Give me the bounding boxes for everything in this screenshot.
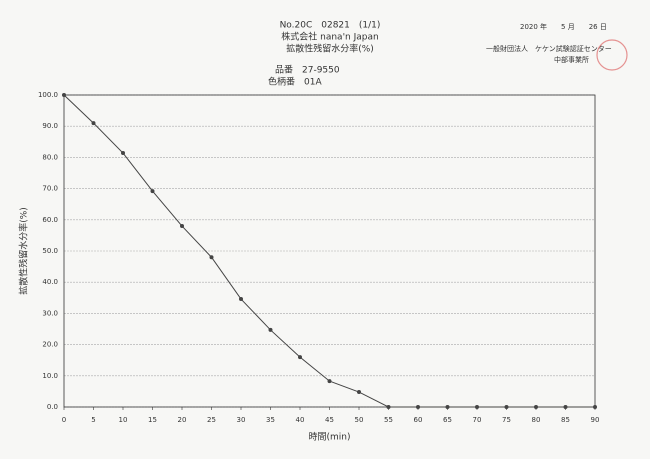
data-point bbox=[534, 405, 538, 409]
data-point bbox=[180, 224, 184, 229]
client: 株式会社 nana'n Japan bbox=[281, 31, 378, 43]
data-point bbox=[357, 390, 361, 395]
x-tick-label: 35 bbox=[266, 416, 275, 424]
y-axis-label: 拡散性残留水分率(%) bbox=[18, 207, 30, 295]
x-tick-label: 75 bbox=[502, 416, 511, 424]
x-tick-label: 60 bbox=[414, 416, 423, 424]
x-tick-label: 10 bbox=[119, 416, 128, 424]
plot-frame bbox=[63, 94, 596, 408]
x-tick-label: 80 bbox=[532, 416, 541, 424]
data-point bbox=[239, 297, 243, 302]
issuer: 一般財団法人 ケケン試験認証センター bbox=[486, 44, 612, 53]
stamp bbox=[596, 39, 628, 71]
data-point bbox=[327, 379, 332, 384]
x-tick-label: 15 bbox=[148, 416, 157, 424]
y-tick-label: 70.0 bbox=[42, 185, 58, 193]
test-name: 拡散性残留水分率(%) bbox=[286, 43, 374, 55]
data-point bbox=[563, 405, 568, 409]
x-tick-label: 30 bbox=[237, 416, 246, 424]
y-tick-label: 60.0 bbox=[42, 216, 58, 224]
x-tick-label: 65 bbox=[443, 416, 452, 424]
x-tick-label: 0 bbox=[62, 416, 66, 424]
y-tick-label: 40.0 bbox=[42, 278, 58, 286]
report-no: No.20C 02821 (1/1) bbox=[280, 21, 381, 31]
data-point bbox=[91, 121, 96, 126]
data-point bbox=[416, 405, 420, 409]
y-tick-label: 100.0 bbox=[38, 91, 58, 99]
y-tick-label: 10.0 bbox=[42, 372, 58, 380]
data-point bbox=[386, 405, 391, 409]
x-tick-label: 50 bbox=[355, 416, 364, 424]
data-point bbox=[268, 327, 273, 332]
x-tick-label: 55 bbox=[384, 416, 393, 424]
y-tick-label: 30.0 bbox=[42, 309, 58, 317]
data-point bbox=[209, 255, 214, 260]
data-point bbox=[150, 189, 155, 194]
data-point bbox=[475, 405, 479, 409]
data-point bbox=[445, 405, 450, 409]
data-point bbox=[121, 151, 125, 156]
x-tick-label: 40 bbox=[296, 416, 305, 424]
y-tick-label: 0.0 bbox=[47, 403, 58, 411]
data-point bbox=[504, 405, 509, 409]
plot: 0.0 10.0 20.0 30.0 40.0 50.0 60.0 70.0 80.0 90.0 1… bbox=[18, 91, 600, 443]
office: 中部事業所 bbox=[554, 55, 589, 64]
data-point bbox=[62, 93, 66, 97]
item-no: 品番 27-9550 bbox=[275, 64, 340, 76]
data-point bbox=[298, 355, 302, 360]
y-tick-label: 20.0 bbox=[42, 341, 58, 349]
x-tick-label: 25 bbox=[207, 416, 216, 424]
x-tick-label: 90 bbox=[591, 416, 600, 424]
y-tick-label: 80.0 bbox=[42, 153, 58, 161]
x-tick-label: 5 bbox=[91, 416, 95, 424]
x-tick-label: 85 bbox=[561, 416, 570, 424]
date: 2020 年 5 月 26 日 bbox=[520, 22, 607, 31]
y-tick-label: 50.0 bbox=[42, 247, 58, 255]
x-tick-label: 20 bbox=[178, 416, 187, 424]
x-axis-label: 時間(min) bbox=[309, 432, 351, 443]
data-point bbox=[593, 405, 597, 409]
x-tick-label: 45 bbox=[325, 416, 334, 424]
x-tick-label: 70 bbox=[473, 416, 482, 424]
color-no: 色柄番 01A bbox=[268, 76, 322, 88]
y-tick-label: 90.0 bbox=[42, 122, 58, 130]
